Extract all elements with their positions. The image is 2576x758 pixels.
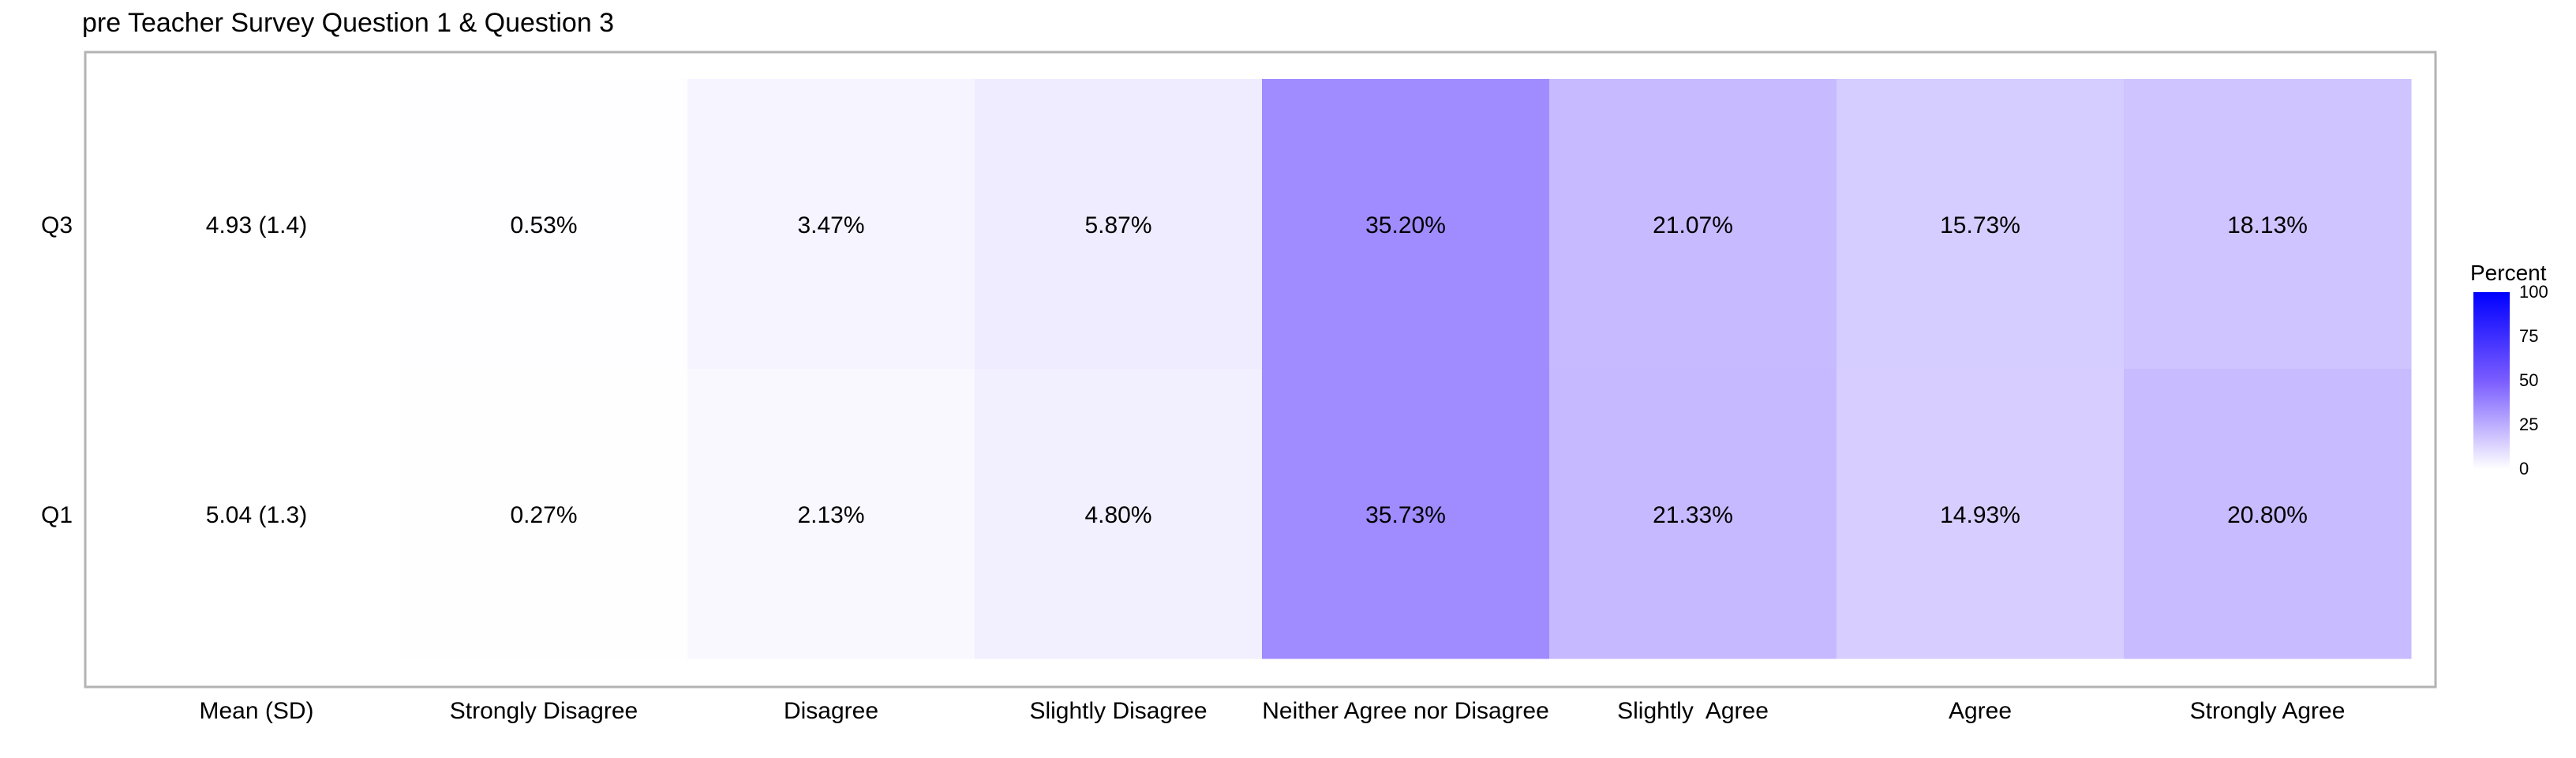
heatmap-cell bbox=[400, 79, 688, 370]
legend-tick-label: 75 bbox=[2519, 326, 2539, 346]
chart-title: pre Teacher Survey Question 1 & Question… bbox=[82, 8, 615, 38]
legend-tick bbox=[2510, 424, 2516, 426]
x-tick-label: Slightly Disagree bbox=[1029, 698, 1207, 724]
heatmap-cell bbox=[1262, 79, 1550, 370]
legend-tick bbox=[2510, 291, 2516, 293]
cell-labels: 4.93 (1.4) 0.53% 3.47% 5.87% 35.20% 21.07% 15.… bbox=[206, 212, 2308, 528]
cell-percent-label: 15.73% bbox=[1940, 212, 2020, 238]
x-axis: Mean (SD) Strongly Disagree Disagree Slight… bbox=[199, 698, 2345, 724]
cell-percent-label: 35.20% bbox=[1365, 212, 1446, 238]
cell-percent-label: 21.07% bbox=[1653, 212, 1733, 238]
x-tick-label: Strongly Agree bbox=[2190, 698, 2346, 724]
cell-percent-label: 0.27% bbox=[510, 502, 577, 528]
heatmap-cell bbox=[1837, 369, 2125, 659]
y-tick-label: Q1 bbox=[41, 502, 73, 528]
legend-title: Percent bbox=[2470, 261, 2547, 285]
cell-percent-label: 2.13% bbox=[797, 502, 864, 528]
y-axis: Q3 Q1 bbox=[41, 212, 73, 528]
heatmap-cell bbox=[1549, 79, 1837, 370]
heatmap-cell bbox=[400, 369, 688, 659]
heatmap-cell bbox=[687, 369, 975, 659]
x-tick-label: Disagree bbox=[784, 698, 878, 724]
cell-percent-label: 20.80% bbox=[2227, 502, 2308, 528]
y-tick-label: Q3 bbox=[41, 212, 73, 238]
heatmap-cells bbox=[113, 79, 2412, 659]
cell-percent-label: 4.80% bbox=[1084, 502, 1151, 528]
legend-tick-label: 25 bbox=[2519, 415, 2539, 434]
mean-sd-label: 5.04 (1.3) bbox=[206, 502, 307, 528]
heatmap-cell bbox=[975, 369, 1263, 659]
cell-percent-label: 18.13% bbox=[2227, 212, 2308, 238]
x-tick-label: Neither Agree nor Disagree bbox=[1262, 698, 1549, 724]
cell-percent-label: 3.47% bbox=[797, 212, 864, 238]
x-tick-label: Strongly Disagree bbox=[450, 698, 638, 724]
x-tick-label: Agree bbox=[1949, 698, 2012, 724]
heatmap-cell bbox=[113, 79, 401, 370]
legend-tick bbox=[2510, 380, 2516, 381]
cell-percent-label: 0.53% bbox=[510, 212, 577, 238]
x-tick-label: Slightly Agree bbox=[1617, 698, 1769, 724]
x-tick-label: Mean (SD) bbox=[199, 698, 313, 724]
cell-percent-label: 5.87% bbox=[1084, 212, 1151, 238]
heatmap-cell bbox=[1549, 369, 1837, 659]
heatmap-cell bbox=[975, 79, 1263, 370]
legend-tick-label: 100 bbox=[2519, 282, 2548, 302]
legend-tick-label: 0 bbox=[2519, 459, 2529, 478]
mean-sd-label: 4.93 (1.4) bbox=[206, 212, 307, 238]
heatmap-cell bbox=[1262, 369, 1550, 659]
cell-percent-label: 14.93% bbox=[1940, 502, 2020, 528]
legend-color-bar bbox=[2473, 292, 2510, 469]
legend-tick bbox=[2510, 468, 2516, 470]
legend-tick bbox=[2510, 336, 2516, 337]
legend-tick-label: 50 bbox=[2519, 370, 2539, 390]
cell-percent-label: 21.33% bbox=[1653, 502, 1733, 528]
cell-percent-label: 35.73% bbox=[1365, 502, 1446, 528]
heatmap-cell bbox=[2124, 369, 2412, 659]
heatmap-cell bbox=[687, 79, 975, 370]
heatmap-cell bbox=[1837, 79, 2125, 370]
heatmap-cell bbox=[113, 369, 401, 659]
heatmap-cell bbox=[2124, 79, 2412, 370]
